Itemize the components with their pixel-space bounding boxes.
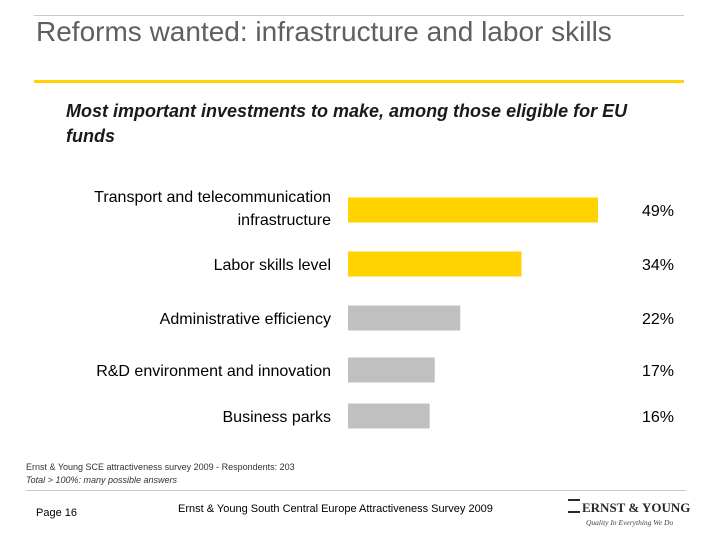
value-label: 49% <box>642 203 674 220</box>
category-label: Labor skills level <box>214 257 331 274</box>
value-label: 16% <box>642 409 674 426</box>
logo-tagline: Quality In Everything We Do <box>586 518 674 527</box>
footer-title: Ernst & Young South Central Europe Attra… <box>178 503 493 515</box>
source-note: Ernst & Young SCE attractiveness survey … <box>26 462 295 472</box>
bar-chart: Transport and telecommunication infrastru… <box>94 189 674 429</box>
logo-name: ERNST & YOUNG <box>582 500 691 515</box>
ernst-young-logo: ERNST & YOUNG Quality In Everything We D… <box>568 499 691 533</box>
page-number: Page 16 <box>36 507 77 519</box>
top-divider <box>34 15 684 16</box>
bar-4 <box>348 403 430 429</box>
category-label: R&D environment and innovation <box>96 363 331 380</box>
bar-2 <box>348 305 461 331</box>
chart-subtitle: Most important investments to make, amon… <box>66 101 628 146</box>
value-label: 17% <box>642 363 674 380</box>
total-note: Total > 100%: many possible answers <box>26 475 178 485</box>
category-label: Administrative efficiency <box>160 311 331 328</box>
footer-divider <box>26 490 686 491</box>
value-label: 22% <box>642 311 674 328</box>
bar-3 <box>348 357 435 383</box>
bar-0 <box>348 197 598 223</box>
page-title: Reforms wanted: infrastructure and labor… <box>36 16 612 47</box>
logo-mark-icon <box>568 499 580 513</box>
category-label: Business parks <box>223 409 332 426</box>
bar-1 <box>348 251 522 277</box>
value-label: 34% <box>642 257 674 274</box>
title-underline <box>34 80 684 83</box>
category-label: Transport and telecommunication infrastru… <box>94 189 331 229</box>
